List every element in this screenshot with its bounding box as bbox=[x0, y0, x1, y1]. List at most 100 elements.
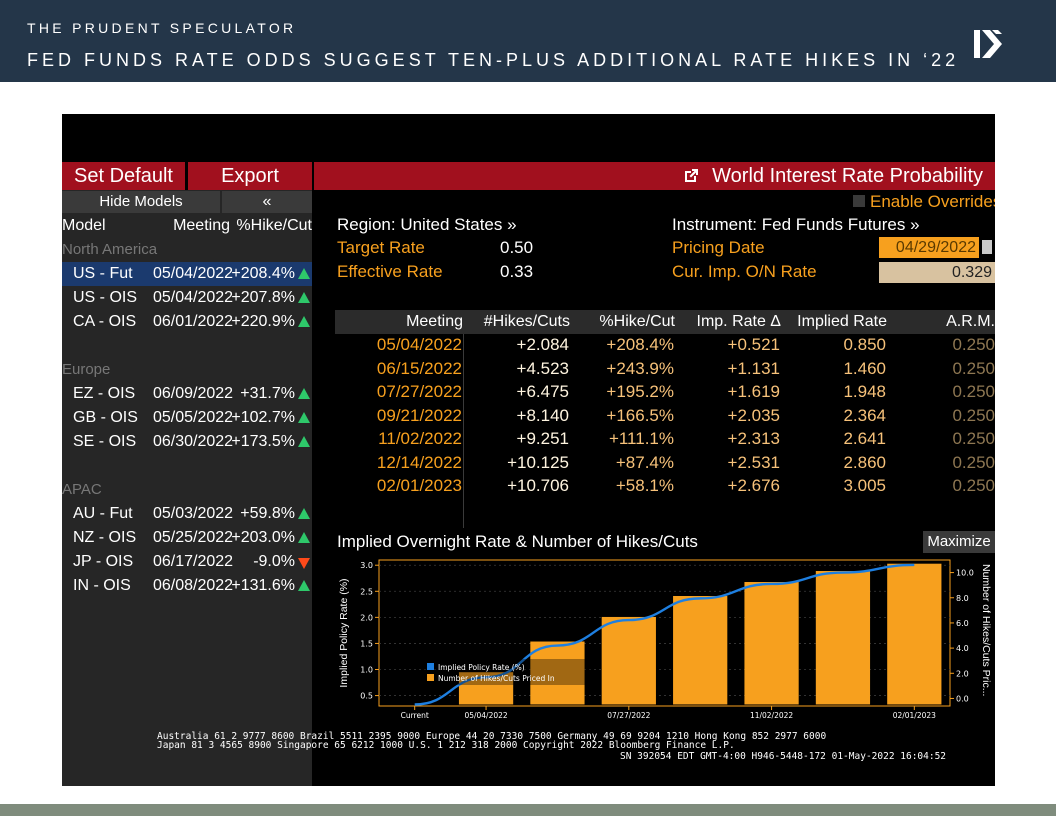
legend-label-hikes: Number of Hikes/Cuts Priced In bbox=[438, 674, 555, 683]
up-arrow-icon bbox=[298, 292, 310, 303]
model-name: IN - OIS bbox=[73, 577, 131, 594]
model-row[interactable]: IN - OIS 06/08/2022 +131.6% bbox=[62, 574, 312, 598]
table-cell: 06/15/2022 bbox=[376, 358, 462, 378]
footer-band bbox=[0, 804, 1056, 816]
model-pct: +59.8% bbox=[240, 505, 295, 522]
hide-models-button[interactable]: Hide Models bbox=[62, 191, 220, 213]
model-column-header[interactable]: Model bbox=[62, 217, 106, 234]
up-arrow-icon bbox=[298, 436, 310, 447]
pricing-date-field[interactable]: 04/29/2022 bbox=[879, 237, 979, 258]
table-cell: +9.251 bbox=[516, 429, 569, 448]
function-title-bar: World Interest Rate Probability bbox=[314, 162, 995, 190]
model-meeting: 05/05/2022 bbox=[153, 409, 234, 426]
table-column-header[interactable]: %Hike/Cut bbox=[599, 313, 675, 330]
up-arrow-icon bbox=[298, 316, 310, 327]
table-cell: 12/14/2022 bbox=[376, 452, 462, 472]
collapse-panel-button[interactable]: « bbox=[222, 191, 312, 213]
table-cell: 0.250 bbox=[952, 452, 995, 472]
y-tick-label: 2.0 bbox=[360, 613, 373, 622]
onrate-field: 0.329 bbox=[879, 262, 995, 283]
table-column-header[interactable]: Imp. Rate Δ bbox=[696, 313, 782, 330]
model-pct: +31.7% bbox=[240, 385, 295, 402]
model-pct: +102.7% bbox=[231, 409, 295, 426]
pricing-date-label: Pricing Date bbox=[672, 238, 765, 257]
contacts-line-2: Japan 81 3 4565 8900 Singapore 65 6212 1… bbox=[157, 740, 735, 751]
model-row[interactable]: US - OIS 05/04/2022 +207.8% bbox=[62, 286, 312, 310]
model-meeting: 06/30/2022 bbox=[153, 433, 234, 450]
down-arrow-icon bbox=[298, 558, 310, 569]
enable-overrides-checkbox[interactable] bbox=[853, 195, 865, 207]
set-default-button[interactable]: Set Default bbox=[62, 162, 185, 190]
legend-label-rate: Implied Policy Rate (%) bbox=[438, 663, 525, 672]
model-group-header: Europe bbox=[62, 361, 111, 378]
onrate-label: Cur. Imp. O/N Rate bbox=[672, 262, 817, 281]
table-cell: +2.676 bbox=[727, 476, 780, 495]
model-row[interactable]: NZ - OIS 05/25/2022 +203.0% bbox=[62, 526, 312, 550]
model-row[interactable]: EZ - OIS 06/09/2022 +31.7% bbox=[62, 382, 312, 406]
y-tick-label: 1.5 bbox=[360, 639, 373, 648]
region-selector[interactable]: Region: United States » bbox=[337, 215, 517, 234]
y-tick-label: 3.0 bbox=[360, 561, 373, 570]
model-pct: +207.8% bbox=[231, 289, 295, 306]
slide-headline: FED FUNDS RATE ODDS SUGGEST TEN-PLUS ADD… bbox=[27, 50, 960, 70]
implied-rate-chart: 0.5 1.0 1.5 2.0 2.5 3.0 0.0 2.0 4.0 6.0 8.0 10.0 Cur… bbox=[338, 559, 992, 720]
models-panel: Hide Models « Model Meeting %Hike/Cut North… bbox=[62, 190, 312, 786]
target-rate-label: Target Rate bbox=[337, 238, 425, 257]
export-button[interactable]: Export bbox=[188, 162, 312, 190]
model-pct: -9.0% bbox=[253, 553, 295, 570]
model-name: US - OIS bbox=[73, 289, 138, 306]
table-cell: 1.460 bbox=[843, 358, 886, 378]
model-group-header: APAC bbox=[62, 481, 102, 498]
target-rate-value: 0.50 bbox=[500, 238, 534, 257]
slide-header: THE PRUDENT SPECULATOR FED FUNDS RATE OD… bbox=[0, 0, 1056, 82]
model-row[interactable]: AU - Fut 05/03/2022 +59.8% bbox=[62, 502, 312, 526]
model-row[interactable]: US - Fut 05/04/2022 +208.4% bbox=[62, 262, 312, 286]
model-row[interactable]: JP - OIS 06/17/2022 -9.0% bbox=[62, 550, 312, 574]
y2-tick-label: 8.0 bbox=[956, 594, 969, 603]
hikes-bar bbox=[887, 563, 942, 705]
y2-axis-label: Number of Hikes/Cuts Pric... bbox=[980, 564, 992, 696]
model-row[interactable]: SE - OIS 06/30/2022 +173.5% bbox=[62, 430, 312, 454]
model-name: SE - OIS bbox=[73, 433, 137, 450]
table-cell: 0.250 bbox=[952, 335, 995, 354]
table-cell: +166.5% bbox=[606, 405, 674, 425]
maximize-button[interactable]: Maximize bbox=[923, 531, 995, 553]
model-row[interactable]: CA - OIS 06/01/2022 +220.9% bbox=[62, 310, 312, 334]
table-column-header[interactable]: A.R.M. bbox=[946, 313, 995, 330]
model-column-header[interactable]: %Hike/Cut bbox=[236, 217, 312, 234]
table-cell: 11/02/2022 bbox=[378, 429, 462, 448]
model-name: AU - Fut bbox=[73, 505, 133, 522]
model-pct: +208.4% bbox=[231, 265, 295, 282]
hikes-bar bbox=[601, 616, 656, 705]
table-column-header[interactable]: Implied Rate bbox=[797, 313, 887, 330]
function-title: World Interest Rate Probability bbox=[712, 165, 983, 187]
table-cell: +2.313 bbox=[727, 429, 780, 448]
up-arrow-icon bbox=[298, 268, 310, 279]
table-cell: 2.364 bbox=[843, 405, 886, 425]
model-meeting: 05/03/2022 bbox=[153, 505, 234, 522]
table-cell: +243.9% bbox=[606, 358, 674, 378]
model-row[interactable]: GB - OIS 05/05/2022 +102.7% bbox=[62, 406, 312, 430]
external-link-icon[interactable] bbox=[683, 168, 699, 184]
table-cell: +6.475 bbox=[516, 382, 569, 401]
instrument-selector[interactable]: Instrument: Fed Funds Futures » bbox=[672, 215, 920, 234]
model-column-header[interactable]: Meeting bbox=[173, 217, 230, 234]
table-column-header[interactable]: Meeting bbox=[406, 313, 463, 330]
terminal-window: Set Default Export World Interest Rate P… bbox=[62, 114, 995, 786]
calendar-icon[interactable] bbox=[982, 240, 992, 254]
table-cell: +8.140 bbox=[516, 405, 569, 425]
up-arrow-icon bbox=[298, 412, 310, 423]
table-cell: 0.250 bbox=[952, 358, 995, 378]
y2-tick-label: 0.0 bbox=[956, 694, 969, 703]
table-cell: 0.250 bbox=[952, 382, 995, 401]
table-cell: 05/04/2022 bbox=[376, 335, 462, 354]
table-cell: 0.250 bbox=[952, 429, 995, 448]
table-cell: +10.706 bbox=[507, 476, 569, 495]
table-column-header[interactable]: #Hikes/Cuts bbox=[483, 313, 570, 330]
legend-swatch-hikes bbox=[427, 674, 434, 681]
enable-overrides-label[interactable]: Enable Overrides bbox=[870, 192, 995, 211]
hikes-bar bbox=[673, 595, 728, 705]
table-cell: +111.1% bbox=[608, 429, 674, 448]
model-pct: +131.6% bbox=[231, 577, 295, 594]
table-cell: 02/01/2023 bbox=[376, 476, 462, 495]
